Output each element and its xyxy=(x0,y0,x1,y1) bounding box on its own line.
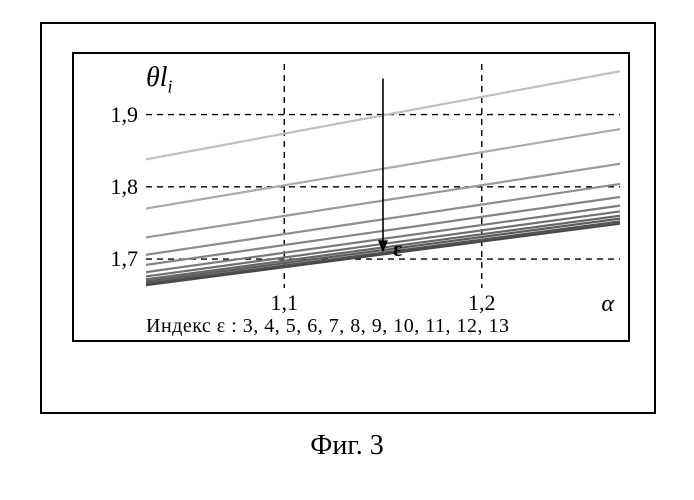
chart-frame: θli α ε Индекс ε : 3, 4, 5, 6, 7, 8, 9, … xyxy=(72,52,630,342)
outer-frame: θli α ε Индекс ε : 3, 4, 5, 6, 7, 8, 9, … xyxy=(40,22,656,414)
epsilon-arrow-label: ε xyxy=(393,236,402,262)
x-axis-label: α xyxy=(601,291,614,318)
y-tick-label: 1,9 xyxy=(74,102,138,128)
y-tick-label: 1,7 xyxy=(74,246,138,272)
index-legend: Индекс ε : 3, 4, 5, 6, 7, 8, 9, 10, 11, … xyxy=(146,315,510,338)
x-tick-label: 1,1 xyxy=(271,290,299,316)
plot-area: ε xyxy=(146,64,620,288)
figure-caption: Фиг. 3 xyxy=(0,430,694,462)
y-tick-label: 1,8 xyxy=(74,174,138,200)
x-tick-label: 1,2 xyxy=(468,290,496,316)
chart-svg xyxy=(146,64,620,288)
